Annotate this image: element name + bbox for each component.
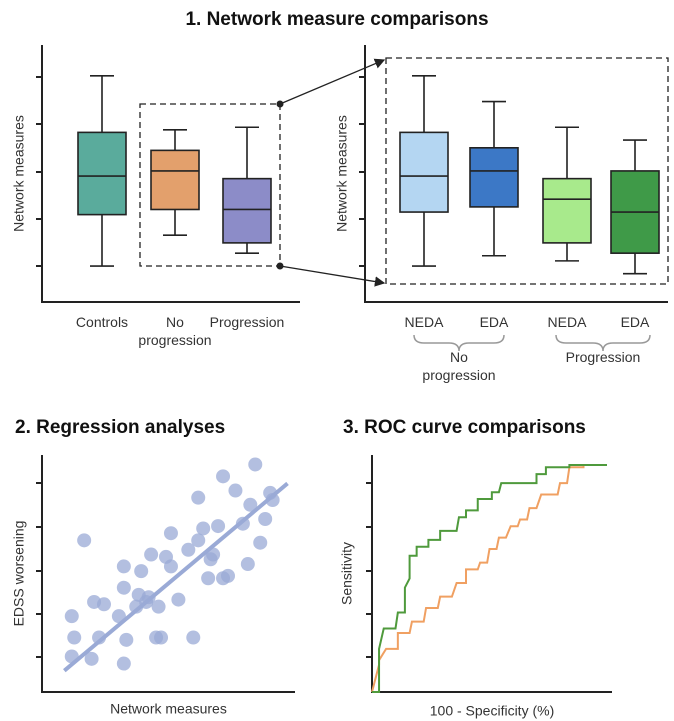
box <box>77 131 127 216</box>
box <box>542 177 592 244</box>
point <box>163 559 178 574</box>
x-tick-label-box: EDA <box>479 314 509 330</box>
chart-title: 1. Network measure comparisons <box>185 9 488 30</box>
braces <box>413 334 651 352</box>
zoom-indicator <box>139 57 669 287</box>
box <box>399 131 449 213</box>
point <box>116 656 131 671</box>
chart-title: 2. Regression analyses <box>15 417 225 438</box>
point <box>163 526 178 541</box>
point <box>151 599 166 614</box>
point <box>77 533 92 548</box>
y-axis-label: Network measures <box>334 115 350 232</box>
roc-curve <box>371 464 607 693</box>
group-label-box: No progression <box>422 349 496 383</box>
x-tick-label: NEDA <box>547 314 587 330</box>
point <box>64 609 79 624</box>
point <box>97 597 111 612</box>
x-tick-label-box: No progression <box>138 314 212 348</box>
point <box>228 483 243 498</box>
point <box>116 559 131 574</box>
box <box>469 147 519 208</box>
box <box>222 177 272 244</box>
x-axis-label: Network measures <box>110 701 227 717</box>
x-tick-label-box: NEDA <box>547 314 587 330</box>
point <box>248 457 263 472</box>
x-tick-label-box: Progression <box>209 314 285 330</box>
point <box>221 568 235 583</box>
point <box>191 490 206 505</box>
group-label: Progression <box>565 349 641 365</box>
x-tick-label-box: NEDA <box>404 314 444 330</box>
x-axis-label: 100 - Specificity (%) <box>430 703 554 719</box>
point <box>134 564 149 579</box>
x-tick-label: Controls <box>75 314 129 330</box>
axis <box>364 45 668 303</box>
group-label: No progression <box>422 349 496 383</box>
point <box>116 580 131 595</box>
point <box>119 632 134 647</box>
point <box>154 630 169 645</box>
point <box>211 519 226 534</box>
point <box>253 535 268 550</box>
point <box>144 547 159 562</box>
roc-curve <box>372 464 607 693</box>
axis <box>371 455 612 693</box>
group-label-box: Progression <box>565 349 641 365</box>
point <box>191 533 206 548</box>
chart-title: 3. ROC curve comparisons <box>343 417 586 438</box>
point <box>171 592 186 607</box>
x-tick-label: Progression <box>209 314 285 330</box>
x-tick-label: EDA <box>479 314 509 330</box>
box <box>150 149 200 211</box>
axis <box>41 455 295 693</box>
x-tick-label: EDA <box>620 314 650 330</box>
point <box>258 511 273 526</box>
y-axis-label: Network measures <box>11 115 27 232</box>
x-tick-label-box: Controls <box>75 314 129 330</box>
y-axis-label: Sensitivity <box>339 542 355 605</box>
point <box>181 542 196 557</box>
x-tick-label: No progression <box>138 314 212 348</box>
fit-line <box>63 481 289 673</box>
y-axis-label: EDSS worsening <box>11 521 27 627</box>
point <box>67 630 82 645</box>
point <box>186 630 201 645</box>
point <box>216 469 231 484</box>
point <box>84 651 99 666</box>
point <box>201 571 216 586</box>
x-tick-label: NEDA <box>404 314 444 330</box>
point <box>243 497 258 512</box>
point <box>196 521 211 536</box>
axis <box>41 45 300 303</box>
point <box>240 557 255 572</box>
x-tick-label-box: EDA <box>620 314 650 330</box>
